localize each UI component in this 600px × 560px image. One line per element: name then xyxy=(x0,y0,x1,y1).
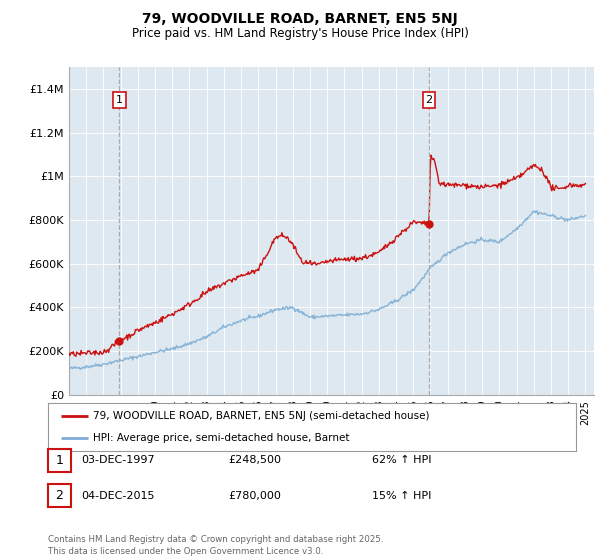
Text: 04-DEC-2015: 04-DEC-2015 xyxy=(81,491,155,501)
Text: 62% ↑ HPI: 62% ↑ HPI xyxy=(372,455,431,465)
Text: 2: 2 xyxy=(55,489,64,502)
Text: 79, WOODVILLE ROAD, BARNET, EN5 5NJ: 79, WOODVILLE ROAD, BARNET, EN5 5NJ xyxy=(142,12,458,26)
Text: 15% ↑ HPI: 15% ↑ HPI xyxy=(372,491,431,501)
Text: £780,000: £780,000 xyxy=(228,491,281,501)
Text: Contains HM Land Registry data © Crown copyright and database right 2025.
This d: Contains HM Land Registry data © Crown c… xyxy=(48,535,383,556)
Text: 1: 1 xyxy=(55,454,64,467)
Text: 03-DEC-1997: 03-DEC-1997 xyxy=(81,455,155,465)
Text: 2: 2 xyxy=(425,95,433,105)
Text: £248,500: £248,500 xyxy=(228,455,281,465)
Text: 1: 1 xyxy=(116,95,123,105)
Text: Price paid vs. HM Land Registry's House Price Index (HPI): Price paid vs. HM Land Registry's House … xyxy=(131,27,469,40)
Text: HPI: Average price, semi-detached house, Barnet: HPI: Average price, semi-detached house,… xyxy=(93,433,349,443)
Text: 79, WOODVILLE ROAD, BARNET, EN5 5NJ (semi-detached house): 79, WOODVILLE ROAD, BARNET, EN5 5NJ (sem… xyxy=(93,411,430,421)
